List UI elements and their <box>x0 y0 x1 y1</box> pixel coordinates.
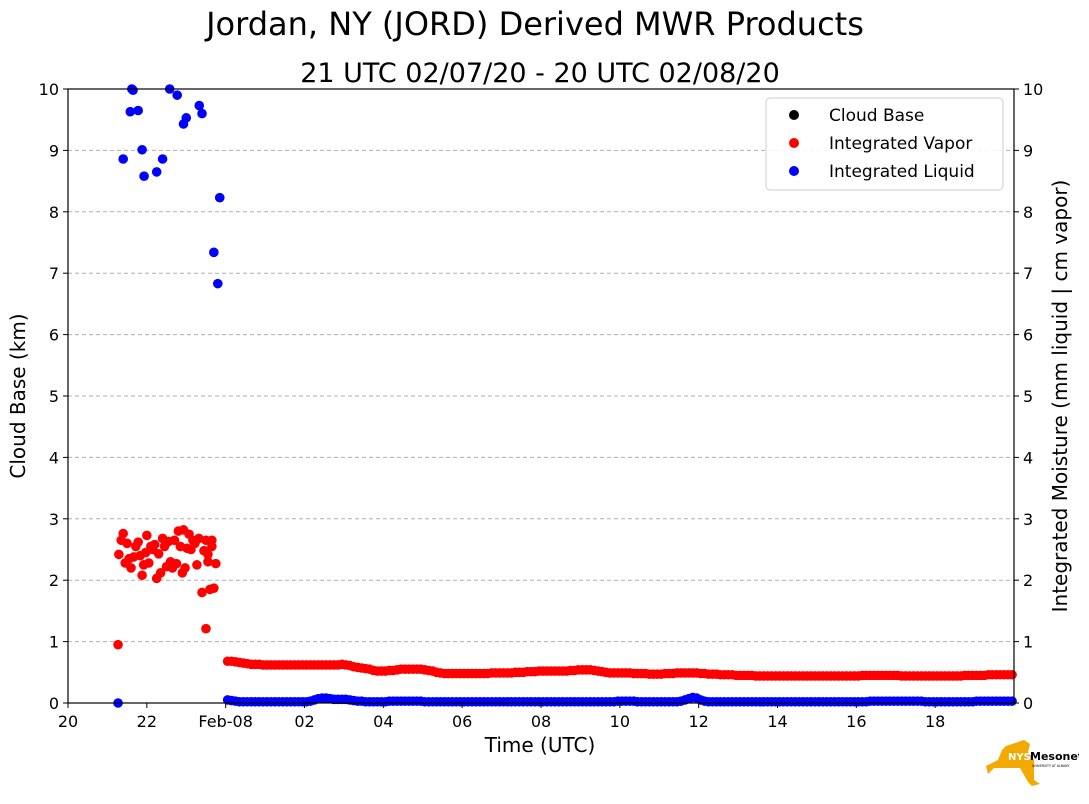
data-point <box>144 558 154 568</box>
y-tick-label-right: 1 <box>1023 633 1033 652</box>
legend-box <box>765 97 1004 191</box>
y-tick-label-right: 2 <box>1023 571 1033 590</box>
y-tick-label-left: 1 <box>49 633 59 652</box>
y-tick-label-right: 3 <box>1023 510 1033 529</box>
data-point <box>118 528 128 539</box>
data-point <box>133 537 143 547</box>
legend-label: Cloud Base <box>829 106 924 126</box>
data-point <box>212 278 223 289</box>
grid-lines <box>68 149 1014 643</box>
data-point <box>194 100 205 111</box>
data-point <box>197 587 207 598</box>
logo-text-nys: NYS <box>1008 752 1031 763</box>
chart-title: Jordan, NY (JORD) Derived MWR Products <box>204 5 864 43</box>
data-point <box>172 90 182 100</box>
data-point <box>1007 696 1017 706</box>
data-point <box>181 113 192 123</box>
data-point <box>122 538 132 549</box>
y-axis-label-left: Cloud Base (km) <box>6 313 30 478</box>
y-tick-label-left: 0 <box>49 694 59 713</box>
y-tick-label-right: 0 <box>1023 694 1033 713</box>
y-tick-label-left: 7 <box>49 264 59 283</box>
y-tick-label-left: 4 <box>49 448 59 467</box>
legend-label: Integrated Liquid <box>829 162 975 182</box>
y-axis-label-right: Integrated Moisture (mm liquid | cm vapo… <box>1048 180 1072 613</box>
x-tick-label: 18 <box>925 712 945 731</box>
x-tick-label: 20 <box>58 712 78 731</box>
x-axis-label: Time (UTC) <box>484 733 596 757</box>
x-tick-label: 22 <box>137 712 157 731</box>
data-point <box>142 530 152 541</box>
legend-marker <box>789 110 799 120</box>
data-point <box>214 192 225 203</box>
x-tick-label: 02 <box>294 712 314 731</box>
series-integrated-vapor <box>113 525 1017 681</box>
data-point <box>1007 669 1017 680</box>
logo-text-sub: UNIVERSITY AT ALBANY <box>1032 764 1070 768</box>
y-tick-label-right: 5 <box>1023 387 1033 406</box>
y-tick-label-right: 6 <box>1023 326 1033 345</box>
y-tick-label-left: 3 <box>49 510 59 529</box>
data-point <box>155 568 166 578</box>
data-point <box>133 105 143 116</box>
legend-marker <box>789 138 799 148</box>
data-point <box>137 570 147 581</box>
data-point <box>153 548 164 559</box>
x-tick-label: 04 <box>373 712 393 731</box>
data-point <box>128 85 138 96</box>
y-tick-label-right: 8 <box>1023 203 1033 222</box>
data-point <box>151 167 162 177</box>
data-point <box>209 247 219 258</box>
x-tick-label: 10 <box>610 712 630 731</box>
data-point <box>139 171 149 181</box>
y-tick-label-right: 7 <box>1023 264 1033 283</box>
legend-marker <box>789 166 799 176</box>
data-point <box>180 563 190 573</box>
y-tick-label-left: 10 <box>39 80 59 99</box>
data-point <box>125 106 136 117</box>
data-point <box>157 154 168 164</box>
y-tick-label-right: 9 <box>1023 141 1033 160</box>
x-tick-label: 08 <box>531 712 551 731</box>
data-point <box>114 549 124 560</box>
data-point <box>201 623 211 634</box>
data-point <box>192 560 202 570</box>
nys-mesonet-logo: NYS Mesonet UNIVERSITY AT ALBANY <box>986 740 1079 786</box>
legend: Cloud Base Integrated Vapor Integrated Liq… <box>765 97 1004 191</box>
data-point <box>126 563 136 573</box>
data-point <box>118 154 128 164</box>
x-tick-label: 16 <box>846 712 866 731</box>
chart-subtitle: 21 UTC 02/07/20 - 20 UTC 02/08/20 <box>300 58 780 89</box>
data-points <box>113 84 1017 708</box>
y-tick-label-left: 2 <box>49 571 59 590</box>
data-point <box>203 549 213 560</box>
data-point <box>207 535 217 546</box>
series-integrated-liquid <box>113 84 1017 708</box>
data-point <box>171 558 182 569</box>
x-tick-label: 12 <box>688 712 708 731</box>
y-tick-label-left: 8 <box>49 203 59 222</box>
y-tick-label-left: 6 <box>49 326 59 345</box>
x-tick-label: Feb-08 <box>198 712 252 731</box>
data-point <box>203 556 213 567</box>
x-tick-label: 06 <box>452 712 472 731</box>
data-point <box>211 558 221 569</box>
ny-state-shape-icon <box>986 740 1040 786</box>
data-point <box>149 539 160 550</box>
data-point <box>209 583 219 593</box>
y-tick-label-left: 5 <box>49 387 59 406</box>
logo-text-brand: Mesonet <box>1030 750 1079 763</box>
data-point <box>169 535 180 546</box>
data-point <box>197 108 207 119</box>
y-tick-label-right: 4 <box>1023 448 1033 467</box>
data-point <box>137 144 147 155</box>
data-point <box>113 639 123 650</box>
y-tick-label-right: 10 <box>1023 80 1043 99</box>
x-tick-label: 14 <box>767 712 787 731</box>
legend-label: Integrated Vapor <box>829 134 972 154</box>
y-tick-label-left: 9 <box>49 141 59 160</box>
